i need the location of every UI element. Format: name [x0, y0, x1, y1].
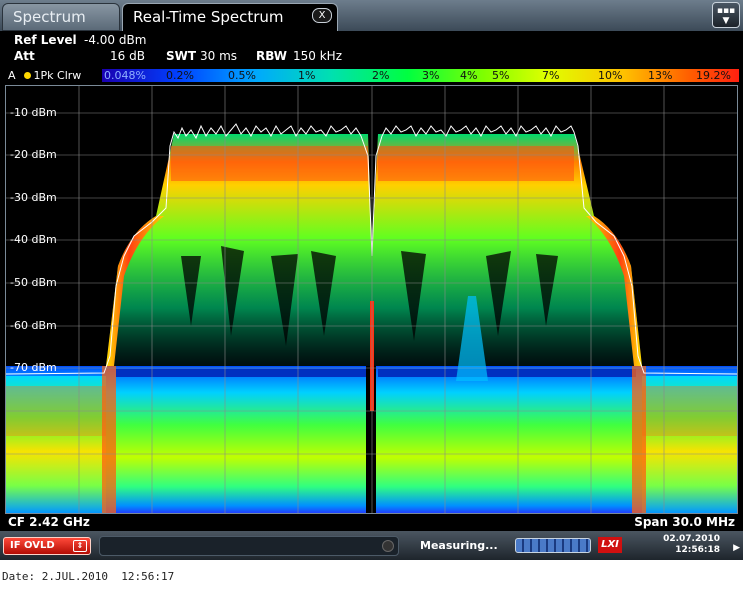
tab-real-time-spectrum[interactable]: Real-Time Spectrum [122, 3, 338, 31]
y-tick-label: -60 dBm [10, 319, 57, 332]
tab-spectrum-label: Spectrum [13, 8, 86, 26]
status-led-icon [382, 540, 394, 552]
band-top-hot-left [171, 146, 368, 181]
trace-mode: 1Pk Clrw [33, 69, 82, 82]
left-noise-region [6, 376, 106, 513]
channel-persistence [106, 134, 642, 366]
max-hold-trace [6, 123, 737, 375]
message-field [99, 536, 399, 556]
close-icon[interactable]: X [312, 8, 332, 23]
status-time: 12:56:18 [675, 545, 720, 555]
band-floor-right [378, 369, 636, 377]
swt-label: SWT [166, 49, 197, 63]
persistence-color-scale: 0.048% 0.2% 0.5% 1% 2% 3% 4% 5% 7% 10% 1… [102, 69, 739, 82]
scale-label: 0.2% [166, 69, 194, 82]
left-skirt [106, 216, 164, 366]
trace-dot-icon [23, 72, 31, 79]
swt-value: 30 ms [200, 49, 238, 63]
scale-label: 4% [460, 69, 478, 82]
measuring-status: Measuring... [420, 539, 498, 552]
tab-spectrum[interactable]: Spectrum [2, 3, 120, 31]
center-gap [366, 316, 376, 513]
right-edge-hot [632, 366, 646, 513]
grid [6, 86, 737, 513]
center-frequency: CF 2.42 GHz [8, 515, 90, 529]
frequency-span: Span 30.0 MHz [634, 515, 735, 529]
band-dropouts [181, 246, 558, 346]
att-value: 16 dB [110, 49, 145, 63]
y-tick-label: -50 dBm [10, 276, 57, 289]
if-overload-label: IF OVLD [10, 540, 55, 551]
scale-label: 3% [422, 69, 440, 82]
persistence-spectrum-plot [6, 86, 737, 513]
y-tick-label: -20 dBm [10, 148, 57, 161]
instrument-screen: Spectrum Real-Time Spectrum X ▪▪▪ ▼ Ref L… [0, 0, 743, 560]
window-letter: A [8, 69, 16, 82]
scale-label: 0.048% [104, 69, 146, 82]
scale-label: 7% [542, 69, 560, 82]
rbw-value: 150 kHz [293, 49, 342, 63]
scale-label: 0.5% [228, 69, 256, 82]
y-tick-label: -40 dBm [10, 233, 57, 246]
y-tick-label: -10 dBm [10, 106, 57, 119]
band-floor-left [116, 369, 371, 377]
band-top-hot-right [378, 146, 574, 181]
y-tick-label: -70 dBm [10, 361, 57, 374]
att-label: Att [14, 49, 35, 63]
scale-label: 13% [648, 69, 673, 82]
status-bar: IF OVLD ⇕ Measuring... LXI 02.07.2010 12:5… [0, 531, 743, 560]
status-date: 02.07.2010 [663, 534, 720, 544]
scale-label: 2% [372, 69, 390, 82]
y-tick-label: -30 dBm [10, 191, 57, 204]
right-noise-region [642, 376, 737, 513]
menu-icon[interactable]: ▪▪▪ ▼ [712, 2, 740, 28]
up-down-arrows-icon: ⇕ [73, 540, 87, 552]
footer-date: Date: 2.JUL.2010 12:56:17 [2, 570, 175, 583]
sweep-progress-bar [515, 538, 591, 553]
trace-label: A 1Pk Clrw [8, 69, 81, 82]
lxi-icon: LXI [598, 537, 622, 553]
tab-bar: Spectrum Real-Time Spectrum X ▪▪▪ ▼ [0, 0, 743, 31]
spectrum-diagram[interactable]: -10 dBm -20 dBm -30 dBm -40 dBm -50 dBm … [5, 85, 738, 514]
rbw-label: RBW [256, 49, 287, 63]
date-time-display: 02.07.2010 12:56:18 [640, 534, 720, 556]
ref-level-value: -4.00 dBm [84, 33, 147, 47]
ref-level-label: Ref Level [14, 33, 77, 47]
right-skirt [586, 216, 642, 366]
scale-label: 5% [492, 69, 510, 82]
chevron-right-icon[interactable]: ▶ [733, 543, 740, 553]
interferer-shape [456, 296, 488, 381]
scale-label: 1% [298, 69, 316, 82]
scale-label: 19.2% [696, 69, 731, 82]
scale-label: 10% [598, 69, 623, 82]
tab-real-time-spectrum-label: Real-Time Spectrum [133, 8, 284, 26]
frequency-bar: CF 2.42 GHz Span 30.0 MHz [0, 514, 743, 531]
if-overload-indicator[interactable]: IF OVLD ⇕ [3, 537, 91, 555]
left-edge-hot [102, 366, 116, 513]
trace-legend: A 1Pk Clrw 0.048% 0.2% 0.5% 1% 2% 3% 4% 5… [0, 68, 743, 83]
